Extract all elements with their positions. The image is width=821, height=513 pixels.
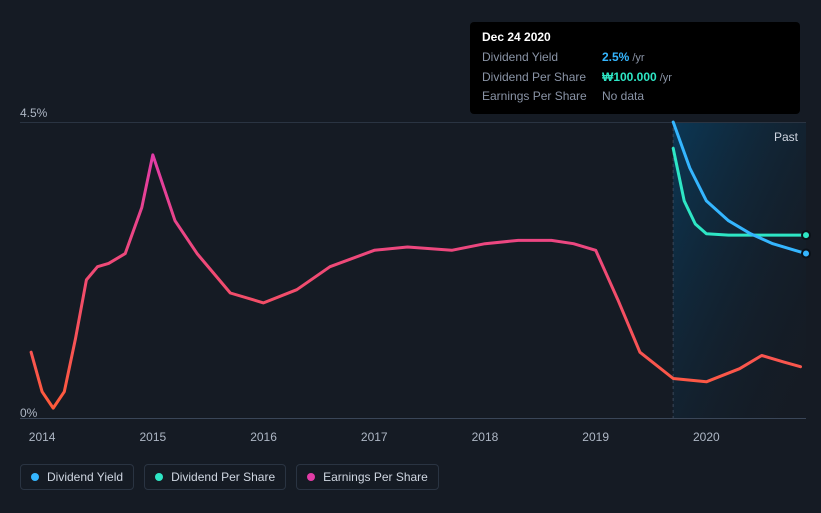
x-tick-label: 2016	[250, 430, 277, 444]
tooltip-row-label: Dividend Yield	[482, 48, 602, 68]
tooltip-row-value: 2.5%/yr	[602, 48, 645, 68]
tooltip-row: Dividend Yield2.5%/yr	[482, 48, 788, 68]
y-axis-top-label: 4.5%	[20, 106, 47, 120]
tooltip-date: Dec 24 2020	[482, 30, 788, 44]
tooltip-row: Dividend Per Share₩100.000/yr	[482, 68, 788, 88]
series-end-dot-dps	[802, 231, 810, 239]
tooltip-row-label: Earnings Per Share	[482, 87, 602, 106]
tooltip-row-nodata: No data	[602, 87, 644, 106]
tooltip-row-label: Dividend Per Share	[482, 68, 602, 88]
tooltip-row-value: ₩100.000/yr	[602, 68, 672, 88]
x-tick-label: 2018	[472, 430, 499, 444]
x-tick-label: 2019	[582, 430, 609, 444]
chart-legend: Dividend Yield Dividend Per Share Earnings…	[20, 464, 439, 490]
legend-dot-icon	[307, 473, 315, 481]
dividend-chart: 4.5% 0% 2014 2015 2016 2017 2018 2019 2020 Pas…	[0, 0, 821, 508]
legend-item-label: Dividend Per Share	[171, 470, 275, 484]
legend-item-label: Dividend Yield	[47, 470, 123, 484]
legend-item[interactable]: Dividend Yield	[20, 464, 134, 490]
tooltip-row: Earnings Per ShareNo data	[482, 87, 788, 106]
legend-item[interactable]: Dividend Per Share	[144, 464, 286, 490]
x-tick-label: 2015	[139, 430, 166, 444]
x-tick-label: 2017	[361, 430, 388, 444]
legend-dot-icon	[31, 473, 39, 481]
y-axis-bottom-label: 0%	[20, 406, 37, 420]
past-region-label: Past	[774, 130, 798, 144]
chart-tooltip: Dec 24 2020 Dividend Yield2.5%/yrDividen…	[470, 22, 800, 114]
x-tick-label: 2020	[693, 430, 720, 444]
series-end-dot-dy	[802, 250, 810, 258]
legend-dot-icon	[155, 473, 163, 481]
x-tick-label: 2014	[29, 430, 56, 444]
legend-item-label: Earnings Per Share	[323, 470, 428, 484]
legend-item[interactable]: Earnings Per Share	[296, 464, 439, 490]
